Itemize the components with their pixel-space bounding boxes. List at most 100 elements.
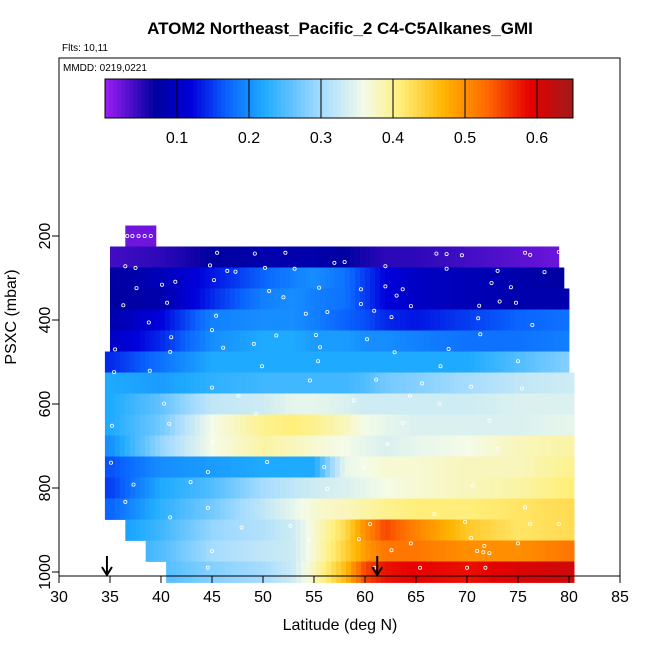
heatmap-cell <box>409 351 416 373</box>
heatmap-cell <box>174 393 181 415</box>
heatmap-cell <box>370 267 376 289</box>
heatmap-cell <box>544 372 551 394</box>
heatmap-cell <box>290 540 297 562</box>
observation-point <box>188 480 193 485</box>
observation-point <box>508 285 513 290</box>
heatmap-cell <box>435 519 441 541</box>
heatmap-cell <box>409 435 416 457</box>
heatmap-cell <box>214 414 221 436</box>
heatmap-cell <box>244 393 251 415</box>
heatmap-cell <box>234 456 241 478</box>
x-tick-label: 70 <box>458 589 476 606</box>
heatmap-cell <box>530 519 536 541</box>
heatmap-cell <box>425 309 431 331</box>
heatmap-cell <box>499 414 506 436</box>
heatmap-cell <box>229 393 236 415</box>
colorbar-segment <box>513 79 518 118</box>
observation-point <box>215 250 220 255</box>
heatmap-cell <box>429 435 436 457</box>
colorbar-segment <box>177 79 182 118</box>
observation-point <box>482 544 487 549</box>
heatmap-cell <box>419 435 426 457</box>
heatmap-cell <box>250 309 256 331</box>
x-tick-label: 40 <box>152 589 170 606</box>
x-tick-label: 85 <box>611 589 629 606</box>
heatmap-cell <box>485 246 491 268</box>
heatmap-cell <box>389 351 396 373</box>
colorbar-segment <box>249 79 254 118</box>
heatmap-cell <box>320 519 326 541</box>
heatmap-cell <box>520 246 526 268</box>
heatmap-cell <box>384 372 391 394</box>
heatmap-cell <box>109 498 116 520</box>
heatmap-cell <box>406 561 412 583</box>
heatmap-cell <box>410 288 416 310</box>
heatmap-cell <box>359 435 366 457</box>
heatmap-cell <box>284 372 291 394</box>
flights-label: Flts: 10,11 <box>62 43 108 54</box>
heatmap-cell <box>340 288 346 310</box>
heatmap-cell <box>569 372 575 394</box>
observation-point <box>444 252 449 257</box>
heatmap-cell <box>339 456 346 478</box>
heatmap-cell <box>539 477 546 499</box>
heatmap-cell <box>250 246 256 268</box>
heatmap-cell <box>210 267 216 289</box>
heatmap-cell <box>481 561 487 583</box>
observation-point <box>471 483 476 488</box>
heatmap-cell <box>444 351 451 373</box>
heatmap-cell <box>166 561 172 583</box>
heatmap-cell <box>219 435 226 457</box>
colorbar-segment <box>441 79 446 118</box>
colorbar-segment <box>437 79 442 118</box>
heatmap-cell <box>359 372 366 394</box>
colorbar-segment <box>313 79 318 118</box>
heatmap-cell <box>191 561 197 583</box>
heatmap-cell <box>470 309 476 331</box>
heatmap-cell <box>519 477 526 499</box>
heatmap-cell <box>174 456 181 478</box>
heatmap-cell <box>565 288 570 310</box>
heatmap-cell <box>314 435 321 457</box>
heatmap-cell <box>249 351 256 373</box>
heatmap-cell <box>324 456 331 478</box>
heatmap-cell <box>251 561 257 583</box>
heatmap-cell <box>414 498 421 520</box>
heatmap-cell <box>544 498 551 520</box>
heatmap-cell <box>189 393 196 415</box>
heatmap-cell <box>564 414 571 436</box>
heatmap-cell <box>135 519 141 541</box>
heatmap-cell <box>145 288 151 310</box>
colorbar-segment <box>257 79 262 118</box>
heatmap-cell <box>305 519 311 541</box>
heatmap-cell <box>185 309 191 331</box>
heatmap-cell <box>384 414 391 436</box>
heatmap-cell <box>325 267 331 289</box>
heatmap-cell <box>539 393 546 415</box>
heatmap-cell <box>401 561 407 583</box>
heatmap-cell <box>464 414 471 436</box>
heatmap-cell <box>510 288 516 310</box>
heatmap-cell <box>565 309 570 331</box>
heatmap-cell <box>460 330 466 352</box>
heatmap-cell <box>224 477 231 499</box>
heatmap-cell <box>175 288 181 310</box>
heatmap-cell <box>489 435 496 457</box>
heatmap-cell <box>264 477 271 499</box>
heatmap-cell <box>220 309 226 331</box>
heatmap-cell <box>155 288 161 310</box>
heatmap-cell <box>275 309 281 331</box>
heatmap-cell <box>399 477 406 499</box>
heatmap-cell <box>439 414 446 436</box>
heatmap-cell <box>449 498 456 520</box>
heatmap-cell <box>410 519 416 541</box>
heatmap-cell <box>174 372 181 394</box>
observation-point <box>478 332 483 337</box>
heatmap-cell <box>269 498 276 520</box>
heatmap-cell <box>185 267 191 289</box>
heatmap-cell <box>234 477 241 499</box>
heatmap-cell <box>444 477 451 499</box>
colorbar-segment <box>245 79 250 118</box>
heatmap-cell <box>290 288 296 310</box>
heatmap-cell <box>505 540 512 562</box>
